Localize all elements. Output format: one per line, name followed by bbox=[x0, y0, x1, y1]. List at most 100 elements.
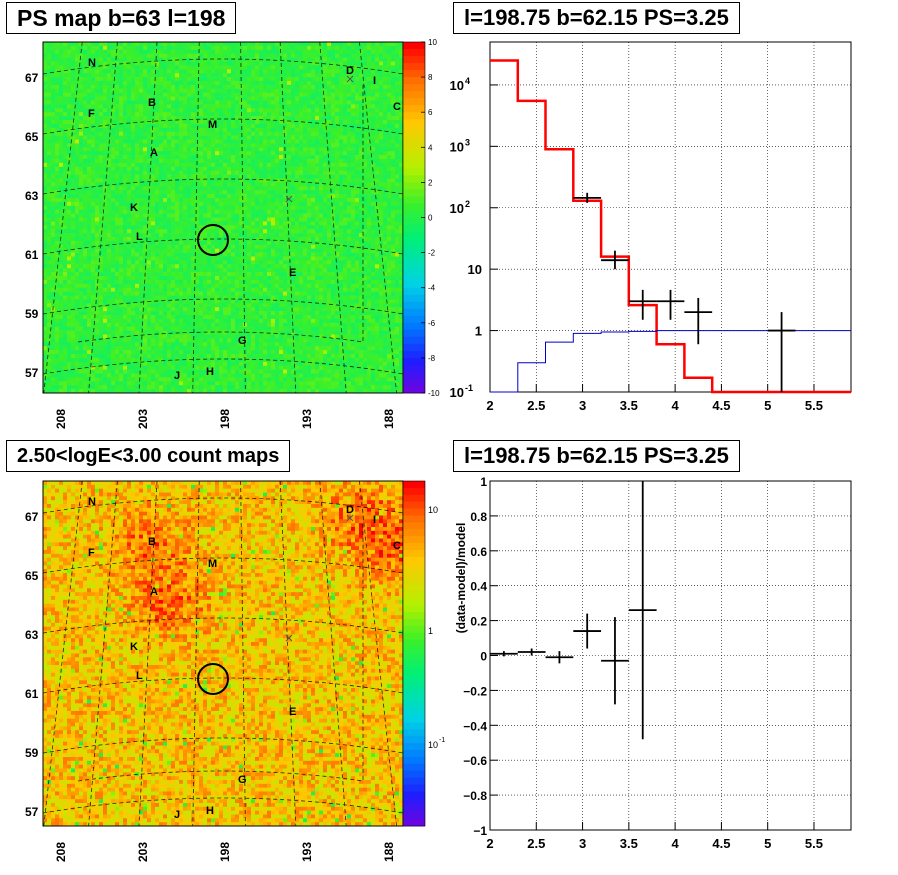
map-cell bbox=[199, 361, 204, 366]
map-cell bbox=[55, 244, 60, 249]
map-cell bbox=[91, 139, 96, 144]
map-cell bbox=[175, 365, 180, 370]
map-cell bbox=[139, 260, 144, 265]
map-cell bbox=[227, 127, 232, 132]
map-cell bbox=[243, 315, 248, 320]
map-cell bbox=[239, 291, 244, 296]
map-cell bbox=[83, 315, 88, 320]
map-cell bbox=[247, 233, 252, 238]
map-cell bbox=[119, 346, 124, 351]
map-cell bbox=[159, 342, 164, 347]
map-cell bbox=[259, 252, 264, 257]
map-cell bbox=[127, 104, 132, 109]
map-cell bbox=[159, 159, 164, 164]
map-cell bbox=[247, 45, 252, 51]
map-cell bbox=[227, 155, 232, 160]
map-cell bbox=[199, 385, 204, 390]
map-cell bbox=[111, 100, 116, 105]
map-cell bbox=[191, 123, 196, 129]
map-cell bbox=[163, 42, 168, 47]
map-cell bbox=[63, 53, 68, 58]
map-cell bbox=[163, 272, 168, 277]
map-cell bbox=[139, 155, 144, 160]
map-cell bbox=[207, 303, 212, 308]
map-cell bbox=[235, 81, 240, 86]
map-cell bbox=[103, 237, 108, 242]
map-cell bbox=[147, 350, 152, 355]
map-cell bbox=[251, 108, 256, 113]
map-cell bbox=[199, 92, 204, 97]
map-cell bbox=[219, 112, 224, 117]
map-cell bbox=[95, 221, 100, 226]
map-cell bbox=[99, 104, 104, 109]
map-cell bbox=[75, 178, 80, 183]
map-cell bbox=[75, 252, 80, 257]
map-cell bbox=[139, 73, 144, 78]
map-cell bbox=[223, 131, 228, 136]
map-cell bbox=[179, 174, 184, 179]
map-cell bbox=[207, 244, 212, 249]
map-cell bbox=[63, 377, 68, 382]
map-cell bbox=[239, 279, 244, 285]
map-cell bbox=[59, 279, 64, 285]
map-cell bbox=[127, 147, 132, 152]
map-cell bbox=[187, 73, 192, 78]
map-cell bbox=[203, 170, 208, 175]
map-cell bbox=[127, 244, 132, 249]
map-cell bbox=[115, 268, 120, 273]
map-cell bbox=[175, 389, 180, 394]
map-cell bbox=[215, 201, 220, 207]
map-cell bbox=[211, 213, 216, 218]
map-cell bbox=[67, 49, 72, 54]
map-cell bbox=[259, 159, 264, 164]
map-cell bbox=[231, 225, 236, 230]
map-cell bbox=[151, 369, 156, 374]
map-cell bbox=[87, 256, 92, 261]
map-cell bbox=[183, 381, 188, 386]
map-cell bbox=[195, 276, 200, 281]
map-cell bbox=[135, 205, 140, 210]
map-cell bbox=[143, 229, 148, 234]
map-cell bbox=[251, 256, 256, 261]
map-cell bbox=[79, 159, 84, 164]
map-cell bbox=[243, 295, 248, 300]
map-cell bbox=[91, 252, 96, 257]
map-cell bbox=[139, 84, 144, 90]
map-cell bbox=[255, 84, 260, 90]
map-cell bbox=[219, 240, 224, 246]
map-cell bbox=[127, 96, 132, 101]
map-cell bbox=[119, 77, 124, 82]
map-cell bbox=[71, 365, 76, 370]
map-cell bbox=[51, 178, 56, 183]
map-cell bbox=[59, 326, 64, 331]
map-cell bbox=[79, 92, 84, 97]
map-cell bbox=[247, 260, 252, 265]
map-cell bbox=[227, 112, 232, 117]
map-cell bbox=[51, 65, 56, 70]
map-cell bbox=[207, 369, 212, 374]
map-cell bbox=[155, 159, 160, 164]
map-cell bbox=[239, 350, 244, 355]
map-cell bbox=[143, 334, 148, 339]
map-cell bbox=[71, 252, 76, 257]
map-cell bbox=[151, 123, 156, 129]
map-cell bbox=[235, 373, 240, 378]
map-cell bbox=[199, 61, 204, 66]
map-cell bbox=[123, 361, 128, 366]
map-cell bbox=[211, 120, 216, 125]
map-cell bbox=[263, 213, 268, 218]
map-cell bbox=[175, 92, 180, 97]
map-cell bbox=[79, 88, 84, 93]
map-cell bbox=[87, 229, 92, 234]
map-cell bbox=[243, 240, 248, 246]
map-cell bbox=[135, 240, 140, 246]
map-cell bbox=[75, 268, 80, 273]
map-cell bbox=[135, 276, 140, 281]
map-cell bbox=[131, 385, 136, 390]
map-cell bbox=[79, 120, 84, 125]
map-cell bbox=[67, 92, 72, 97]
map-cell bbox=[143, 311, 148, 316]
map-cell bbox=[139, 162, 144, 168]
map-cell bbox=[99, 159, 104, 164]
map-cell bbox=[223, 260, 228, 265]
